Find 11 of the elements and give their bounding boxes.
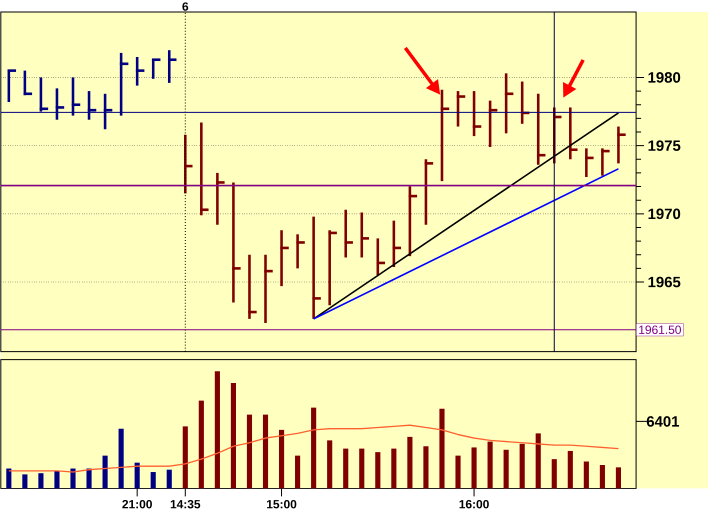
y-tick-label: 1975 <box>648 140 680 152</box>
x-tick-label: 14:35 <box>170 500 200 509</box>
ref-line-label: 1961.50 <box>639 326 681 334</box>
text: 6401 <box>646 416 680 427</box>
y-tick-label: 1965 <box>648 276 680 288</box>
y-tick-label: 1980 <box>648 72 680 83</box>
x-tick-label: 21:00 <box>122 500 152 509</box>
x-tick-label: 16:00 <box>460 500 489 509</box>
y-tick-label: 1970 <box>648 208 680 220</box>
x-tick-label: 15:00 <box>267 500 296 509</box>
ref-line-label: 6 <box>182 2 188 11</box>
